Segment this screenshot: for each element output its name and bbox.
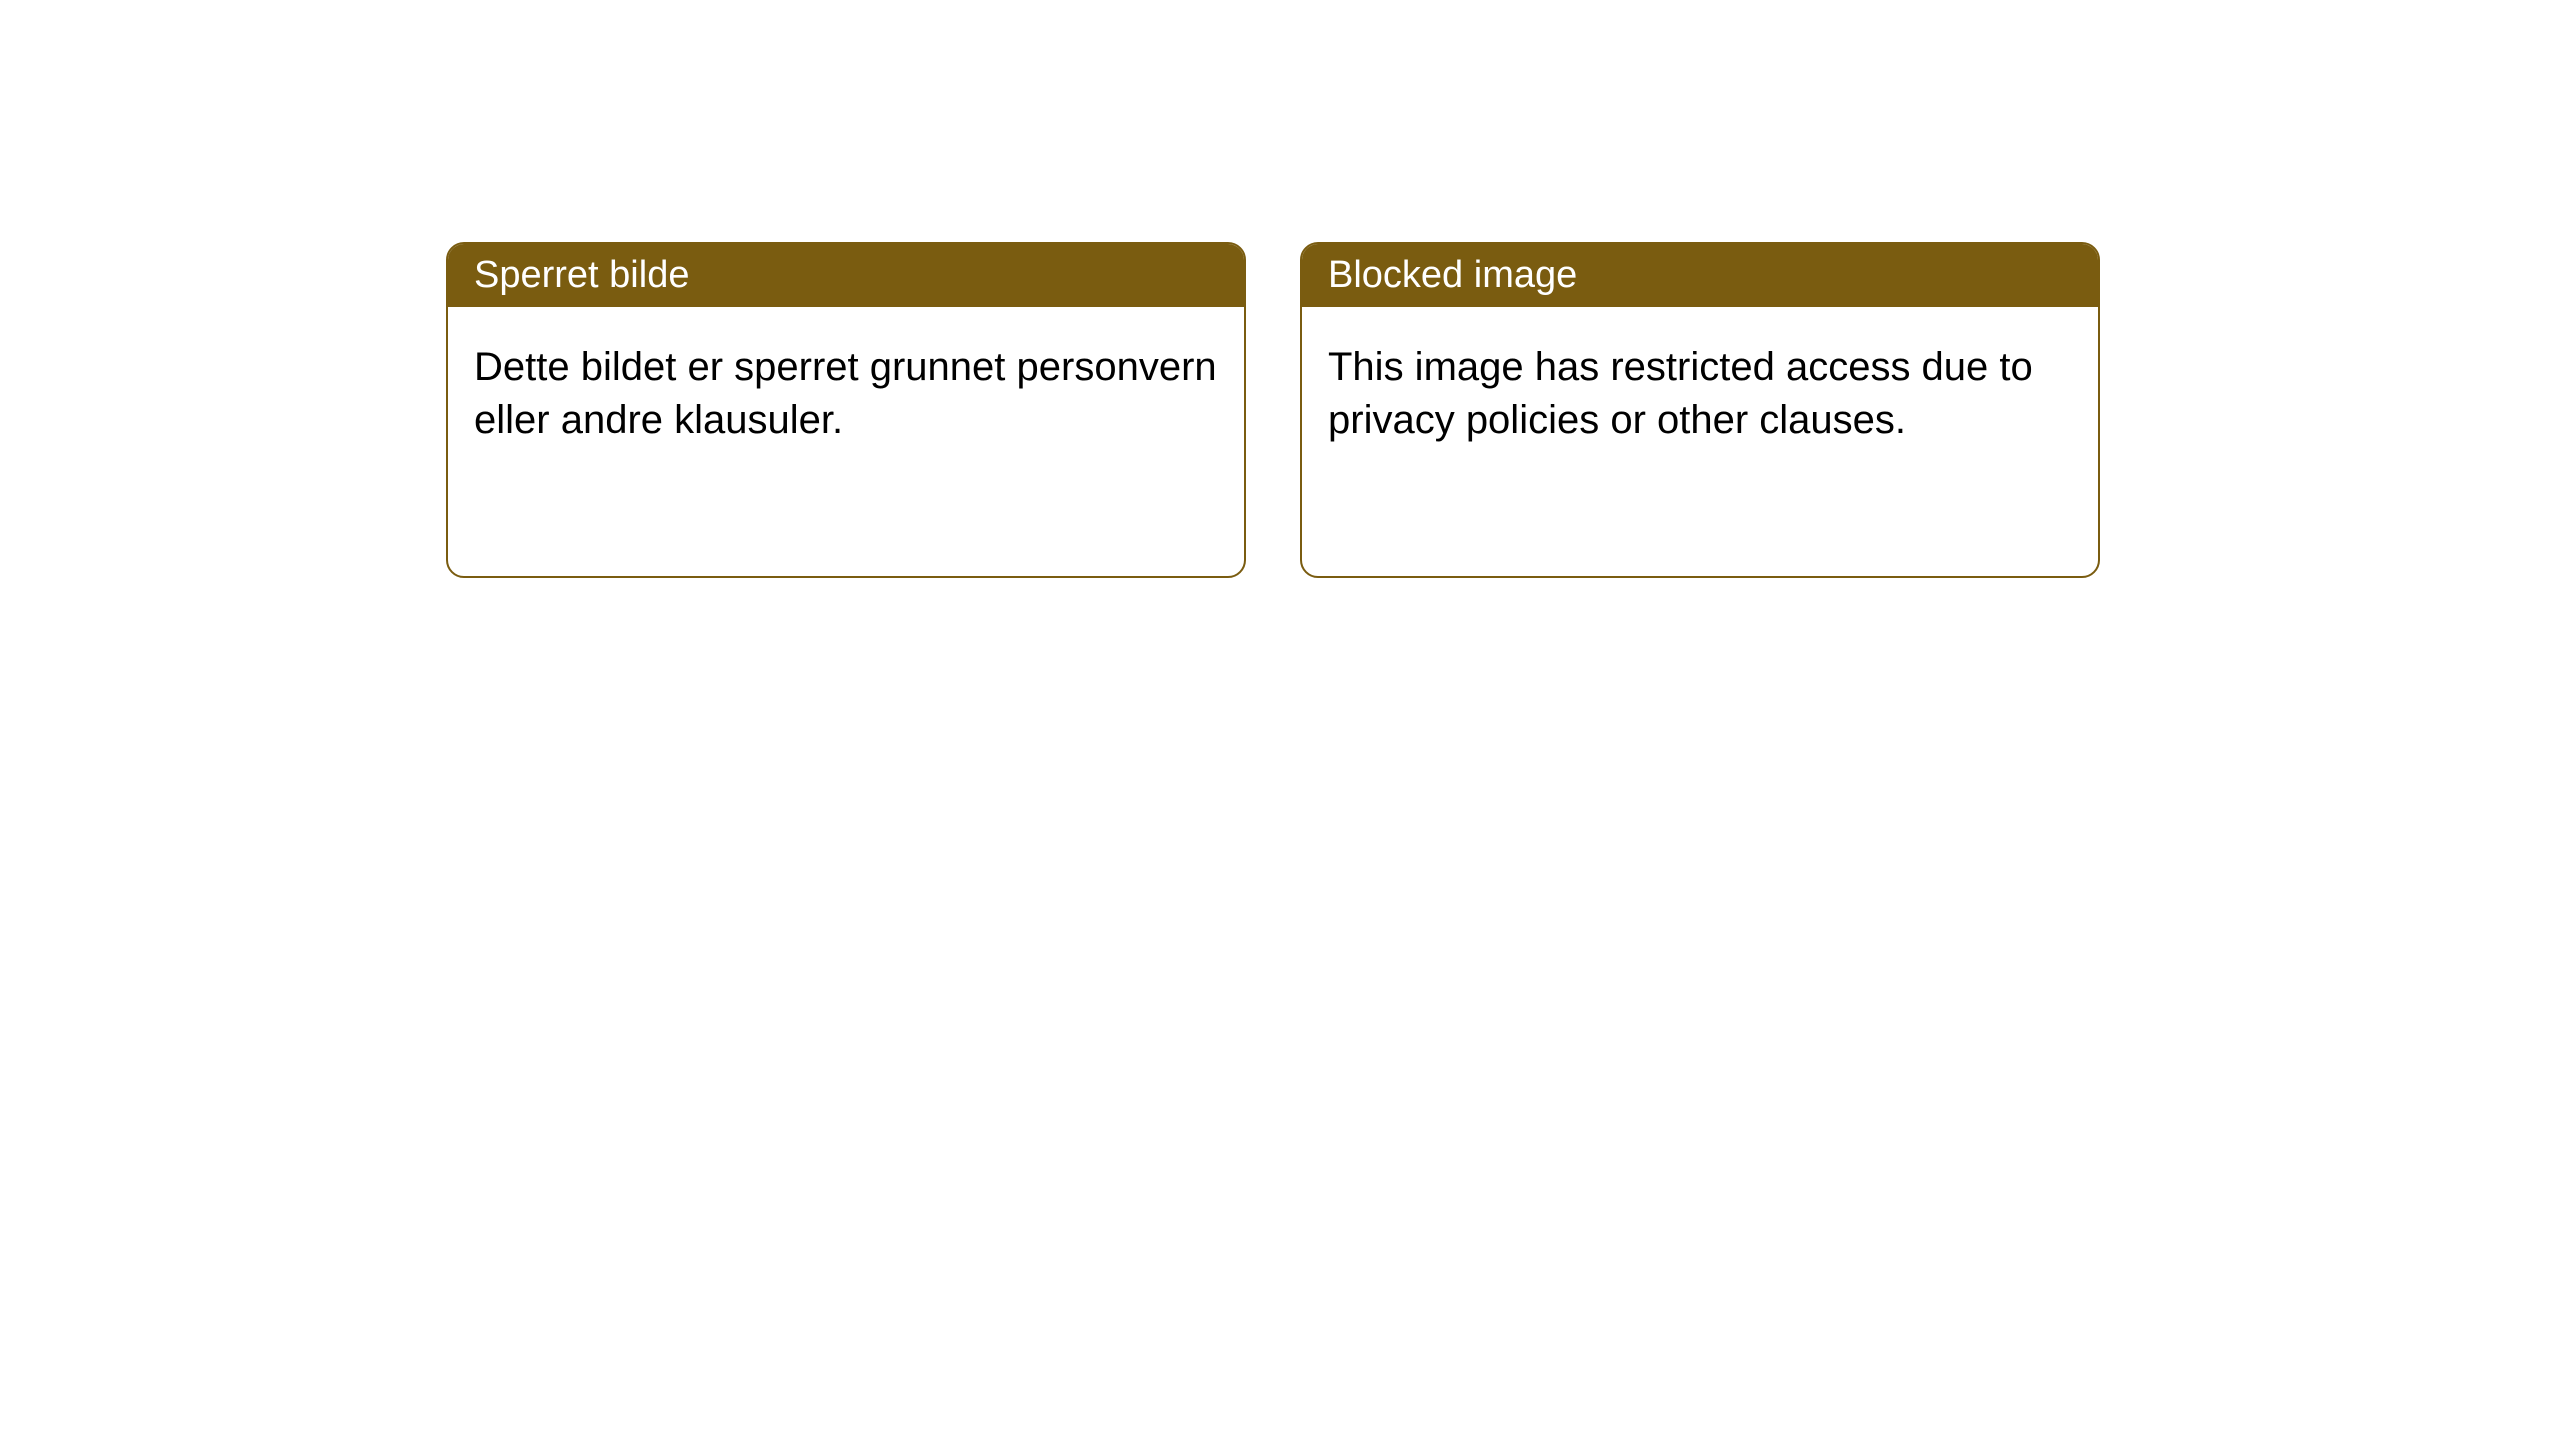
notice-header-english: Blocked image: [1302, 244, 2098, 307]
notice-title-norwegian: Sperret bilde: [474, 254, 689, 296]
notice-container: Sperret bilde Dette bildet er sperret gr…: [446, 242, 2100, 578]
notice-title-english: Blocked image: [1328, 254, 1577, 296]
notice-card-english: Blocked image This image has restricted …: [1300, 242, 2100, 578]
notice-text-english: This image has restricted access due to …: [1328, 345, 2033, 442]
notice-card-norwegian: Sperret bilde Dette bildet er sperret gr…: [446, 242, 1246, 578]
notice-header-norwegian: Sperret bilde: [448, 244, 1244, 307]
notice-body-english: This image has restricted access due to …: [1302, 307, 2098, 481]
notice-body-norwegian: Dette bildet er sperret grunnet personve…: [448, 307, 1244, 481]
notice-text-norwegian: Dette bildet er sperret grunnet personve…: [474, 345, 1217, 442]
